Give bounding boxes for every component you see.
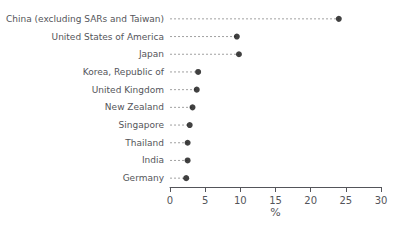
svg-text:%: % <box>270 206 280 219</box>
svg-text:India: India <box>142 155 164 165</box>
svg-text:Germany: Germany <box>123 173 165 183</box>
svg-text:New Zealand: New Zealand <box>105 102 164 112</box>
svg-text:15: 15 <box>269 195 282 206</box>
svg-text:Japan: Japan <box>138 49 164 59</box>
svg-text:United Kingdom: United Kingdom <box>92 85 164 95</box>
svg-text:Singapore: Singapore <box>119 120 165 130</box>
svg-text:Korea, Republic of: Korea, Republic of <box>83 67 165 77</box>
svg-text:20: 20 <box>304 195 317 206</box>
svg-text:Thailand: Thailand <box>124 138 164 148</box>
svg-text:China (excluding SARs and Taiw: China (excluding SARs and Taiwan) <box>6 14 164 24</box>
svg-text:United States of America: United States of America <box>52 32 164 42</box>
svg-text:30: 30 <box>375 195 388 206</box>
svg-text:0: 0 <box>167 195 173 206</box>
svg-text:25: 25 <box>339 195 352 206</box>
svg-text:10: 10 <box>234 195 247 206</box>
svg-text:5: 5 <box>202 195 208 206</box>
